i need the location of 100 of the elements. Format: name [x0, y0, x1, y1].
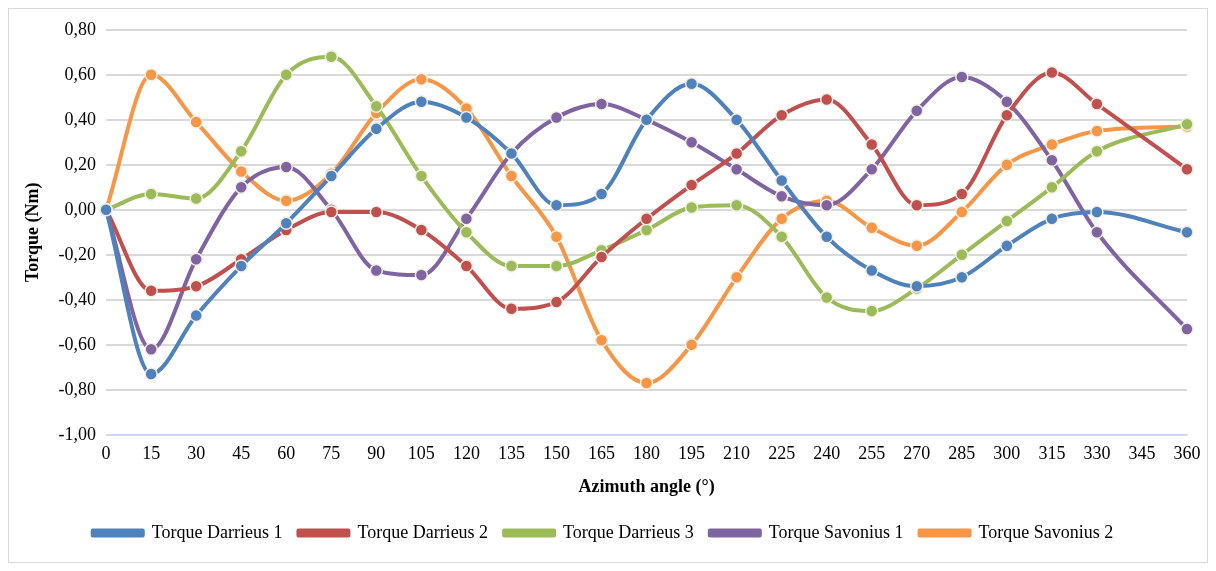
point — [684, 338, 699, 352]
point — [1090, 124, 1104, 138]
point — [189, 191, 203, 206]
point — [549, 110, 564, 125]
legend-label: Torque Savonius 1 — [768, 521, 904, 542]
point — [144, 187, 158, 201]
point — [819, 290, 834, 305]
point — [234, 164, 248, 179]
point — [819, 92, 834, 107]
point — [864, 304, 879, 318]
point — [1000, 214, 1014, 228]
point — [414, 72, 429, 87]
point — [504, 302, 519, 316]
y-tick-label: -1,00 — [58, 423, 97, 444]
x-tick-label: 255 — [858, 443, 886, 464]
point — [414, 95, 429, 109]
x-tick-label: 15 — [142, 443, 161, 464]
legend-label: Torque Darrieus 1 — [151, 521, 283, 542]
point — [414, 223, 429, 237]
x-tick-label: 225 — [768, 443, 796, 464]
point — [1045, 212, 1059, 226]
point — [684, 178, 699, 192]
point — [910, 239, 924, 253]
point — [1045, 153, 1059, 168]
y-tick-label: 0,40 — [64, 108, 97, 129]
point — [279, 216, 293, 231]
point — [684, 200, 699, 215]
legend-label: Torque Darrieus 2 — [357, 521, 489, 542]
point — [1090, 97, 1104, 111]
x-tick-label: 105 — [407, 443, 435, 464]
point — [459, 225, 474, 240]
y-tick-label: 0,20 — [64, 153, 97, 174]
x-tick-label: 135 — [497, 443, 525, 464]
point — [1180, 322, 1194, 336]
point — [144, 68, 158, 82]
point — [144, 284, 158, 298]
point — [279, 194, 293, 208]
point — [504, 259, 519, 273]
point — [369, 205, 384, 219]
point — [910, 198, 924, 213]
y-tick-label: -0,40 — [58, 288, 97, 309]
point — [324, 50, 339, 64]
point — [459, 212, 474, 226]
x-tick-label: 315 — [1038, 443, 1066, 464]
point — [910, 104, 924, 118]
point — [774, 108, 789, 123]
point — [234, 144, 248, 159]
point — [774, 212, 789, 226]
point — [144, 367, 158, 381]
x-tick-label: 345 — [1128, 443, 1156, 464]
point — [639, 212, 654, 226]
point — [414, 268, 429, 282]
point — [864, 162, 879, 177]
point — [1000, 239, 1014, 253]
y-tick-label: 0,00 — [64, 198, 97, 219]
point — [955, 205, 969, 219]
point — [729, 270, 744, 285]
y-tick-label: 0,80 — [64, 18, 97, 39]
point — [189, 308, 203, 323]
point — [1000, 108, 1014, 123]
point — [1090, 144, 1104, 159]
x-tick-label: 45 — [232, 443, 251, 464]
point — [189, 279, 203, 294]
point — [864, 221, 879, 235]
x-tick-label: 300 — [993, 443, 1021, 464]
point — [955, 270, 969, 285]
point — [1045, 65, 1059, 80]
point — [955, 248, 969, 262]
point — [234, 259, 248, 273]
point — [684, 77, 699, 91]
point — [594, 333, 609, 348]
x-tick-label: 150 — [542, 443, 570, 464]
point — [639, 223, 654, 237]
point — [864, 263, 879, 278]
x-tick-label: 30 — [187, 443, 206, 464]
point — [639, 376, 654, 390]
point — [594, 250, 609, 264]
x-tick-label: 75 — [322, 443, 341, 464]
point — [955, 187, 969, 201]
y-tick-label: -0,20 — [58, 243, 97, 264]
legend-label: Torque Savonius 2 — [978, 521, 1114, 542]
point — [549, 295, 564, 309]
x-tick-label: 90 — [367, 443, 386, 464]
x-tick-label: 330 — [1083, 443, 1111, 464]
point — [729, 146, 744, 161]
point — [819, 198, 834, 213]
y-tick-label: -0,60 — [58, 333, 97, 354]
point — [549, 230, 564, 244]
point — [729, 198, 744, 213]
point — [459, 110, 474, 125]
point — [1180, 162, 1194, 177]
point — [369, 122, 384, 136]
x-tick-label: 285 — [948, 443, 976, 464]
point — [549, 198, 564, 213]
point — [594, 187, 609, 201]
x-tick-label: 60 — [277, 443, 296, 464]
point — [189, 115, 203, 129]
point — [1000, 158, 1014, 172]
x-tick-label: 180 — [633, 443, 661, 464]
x-tick-label: 210 — [723, 443, 751, 464]
